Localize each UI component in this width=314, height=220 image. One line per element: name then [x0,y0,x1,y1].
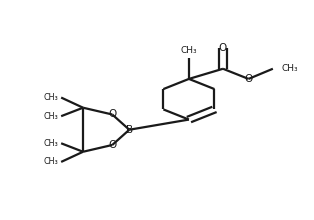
Text: B: B [126,125,133,135]
Text: CH₃: CH₃ [44,112,59,121]
Text: O: O [244,74,253,84]
Text: CH₃: CH₃ [44,93,59,102]
Text: O: O [219,43,227,53]
Text: CH₃: CH₃ [181,46,197,55]
Text: CH₃: CH₃ [44,139,59,148]
Text: O: O [108,110,116,119]
Text: CH₃: CH₃ [281,64,298,73]
Text: O: O [108,140,116,150]
Text: CH₃: CH₃ [44,158,59,166]
